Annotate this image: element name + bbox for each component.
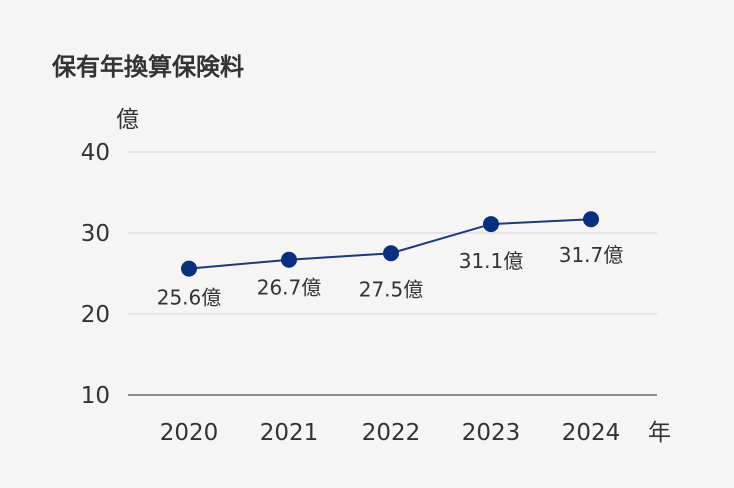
x-tick-label: 2022 — [362, 420, 421, 446]
y-tick-label: 20 — [81, 302, 110, 328]
series-layer — [181, 211, 599, 277]
data-point — [583, 211, 599, 228]
data-label: 25.6億 — [157, 286, 222, 310]
data-label: 26.7億 — [257, 276, 322, 300]
data-label: 31.1億 — [459, 249, 524, 273]
chart-title: 保有年換算保険料 — [51, 53, 244, 81]
data-labels: 25.6億 26.7億 27.5億 31.1億 31.7億 — [157, 243, 624, 309]
x-tick-label: 2023 — [462, 420, 521, 446]
y-tick-label: 40 — [81, 140, 110, 166]
x-tick-label: 2021 — [260, 420, 319, 446]
data-label: 31.7億 — [559, 243, 624, 267]
gridlines — [128, 151, 657, 396]
series-line — [188, 218, 592, 270]
x-axis-unit-label: 年 — [648, 420, 671, 446]
tick-labels: 10 20 30 40 2020 2021 2022 2023 2024 — [81, 140, 621, 446]
data-label: 27.5億 — [359, 277, 424, 301]
data-point — [383, 245, 399, 262]
x-tick-label: 2020 — [160, 420, 219, 446]
y-axis-unit-label: 億 — [116, 107, 139, 133]
data-point — [483, 216, 499, 233]
y-tick-label: 10 — [81, 383, 110, 409]
y-tick-label: 30 — [81, 221, 110, 247]
data-point — [181, 260, 197, 277]
x-tick-label: 2024 — [562, 420, 621, 446]
data-point — [281, 251, 297, 268]
